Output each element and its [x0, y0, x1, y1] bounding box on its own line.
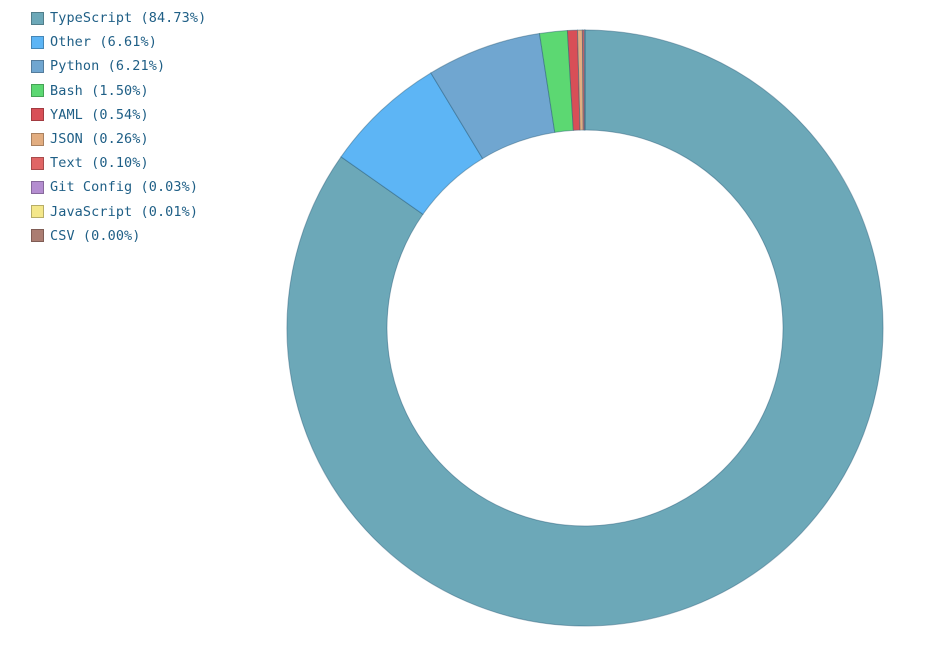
legend-label: JavaScript (0.01%): [50, 203, 199, 220]
legend-swatch: [31, 205, 44, 219]
legend-item[interactable]: Other (6.61%): [31, 30, 206, 54]
legend-label: YAML (0.54%): [50, 106, 149, 123]
legend-label: Bash (1.50%): [50, 82, 149, 99]
legend-swatch: [31, 156, 44, 170]
legend-item[interactable]: Python (6.21%): [31, 54, 206, 78]
legend-swatch: [31, 108, 44, 122]
donut-slice[interactable]: [566, 29, 581, 131]
chart-legend: TypeScript (84.73%) Other (6.61%) Python (…: [31, 6, 206, 248]
legend-item[interactable]: YAML (0.54%): [31, 103, 206, 127]
legend-swatch: [31, 84, 44, 98]
legend-swatch: [31, 11, 44, 25]
legend-swatch: [31, 132, 44, 146]
legend-swatch: [31, 35, 44, 49]
legend-swatch: [31, 59, 44, 73]
legend-swatch: [31, 229, 44, 243]
legend-label: JSON (0.26%): [50, 131, 149, 148]
legend-item[interactable]: Text (0.10%): [31, 151, 206, 175]
legend-item[interactable]: JavaScript (0.01%): [31, 200, 206, 224]
legend-swatch: [31, 180, 44, 194]
donut-slice[interactable]: [581, 29, 586, 131]
legend-label: Python (6.21%): [50, 58, 166, 75]
donut-slice[interactable]: [286, 29, 884, 627]
legend-label: Text (0.10%): [50, 155, 149, 172]
legend-item[interactable]: Git Config (0.03%): [31, 175, 206, 199]
legend-item[interactable]: Bash (1.50%): [31, 79, 206, 103]
legend-item[interactable]: TypeScript (84.73%): [31, 6, 206, 30]
donut-slice[interactable]: [576, 29, 584, 131]
legend-label: CSV (0.00%): [50, 227, 141, 244]
donut-slice[interactable]: [538, 29, 574, 133]
legend-label: Git Config (0.03%): [50, 179, 199, 196]
legend-item[interactable]: CSV (0.00%): [31, 224, 206, 248]
legend-label: TypeScript (84.73%): [50, 10, 207, 27]
legend-item[interactable]: JSON (0.26%): [31, 127, 206, 151]
legend-label: Other (6.61%): [50, 34, 157, 51]
